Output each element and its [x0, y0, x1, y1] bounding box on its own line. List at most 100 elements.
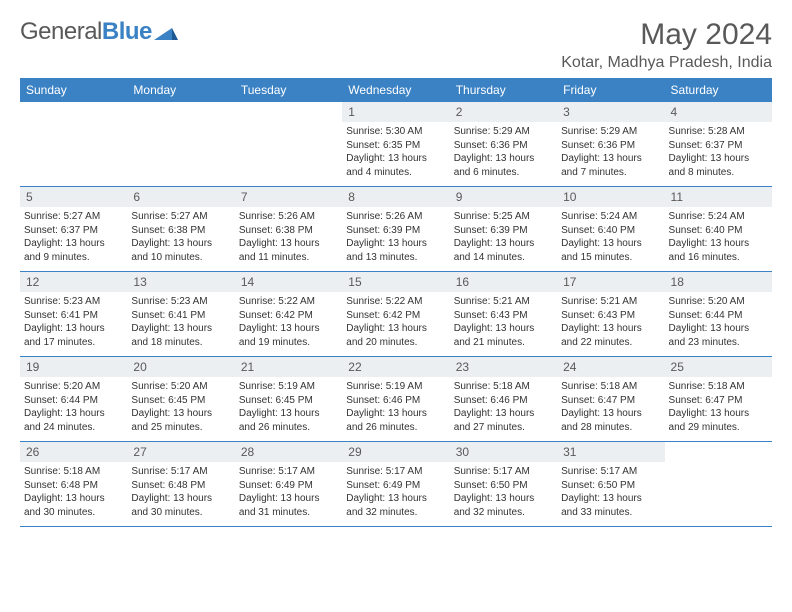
day-body: Sunrise: 5:17 AMSunset: 6:48 PMDaylight:…: [127, 462, 234, 525]
day-body: Sunrise: 5:23 AMSunset: 6:41 PMDaylight:…: [20, 292, 127, 355]
day-body: Sunrise: 5:19 AMSunset: 6:46 PMDaylight:…: [342, 377, 449, 440]
day-cell: 28Sunrise: 5:17 AMSunset: 6:49 PMDayligh…: [235, 442, 342, 526]
sunset-text: Sunset: 6:45 PM: [239, 394, 338, 408]
calendar: SundayMondayTuesdayWednesdayThursdayFrid…: [20, 78, 772, 527]
day-cell: 29Sunrise: 5:17 AMSunset: 6:49 PMDayligh…: [342, 442, 449, 526]
daylight-text: Daylight: 13 hours and 8 minutes.: [669, 152, 768, 179]
day-cell: 17Sunrise: 5:21 AMSunset: 6:43 PMDayligh…: [557, 272, 664, 356]
day-number: 8: [342, 187, 449, 207]
day-body: Sunrise: 5:25 AMSunset: 6:39 PMDaylight:…: [450, 207, 557, 270]
location: Kotar, Madhya Pradesh, India: [561, 54, 772, 72]
day-body: Sunrise: 5:21 AMSunset: 6:43 PMDaylight:…: [557, 292, 664, 355]
month-title: May 2024: [561, 18, 772, 52]
daylight-text: Daylight: 13 hours and 16 minutes.: [669, 237, 768, 264]
day-body: Sunrise: 5:17 AMSunset: 6:50 PMDaylight:…: [450, 462, 557, 525]
day-number: 9: [450, 187, 557, 207]
day-number: 6: [127, 187, 234, 207]
sunrise-text: Sunrise: 5:30 AM: [346, 125, 445, 139]
sunrise-text: Sunrise: 5:21 AM: [561, 295, 660, 309]
daylight-text: Daylight: 13 hours and 11 minutes.: [239, 237, 338, 264]
sunset-text: Sunset: 6:36 PM: [454, 139, 553, 153]
day-cell: 16Sunrise: 5:21 AMSunset: 6:43 PMDayligh…: [450, 272, 557, 356]
daylight-text: Daylight: 13 hours and 31 minutes.: [239, 492, 338, 519]
sunset-text: Sunset: 6:40 PM: [561, 224, 660, 238]
day-number: 20: [127, 357, 234, 377]
day-cell: 27Sunrise: 5:17 AMSunset: 6:48 PMDayligh…: [127, 442, 234, 526]
day-cell: [20, 102, 127, 186]
sunrise-text: Sunrise: 5:25 AM: [454, 210, 553, 224]
sunset-text: Sunset: 6:46 PM: [454, 394, 553, 408]
day-number: 23: [450, 357, 557, 377]
day-body: Sunrise: 5:18 AMSunset: 6:48 PMDaylight:…: [20, 462, 127, 525]
day-cell: 31Sunrise: 5:17 AMSunset: 6:50 PMDayligh…: [557, 442, 664, 526]
day-body: Sunrise: 5:20 AMSunset: 6:45 PMDaylight:…: [127, 377, 234, 440]
weeks-container: 1Sunrise: 5:30 AMSunset: 6:35 PMDaylight…: [20, 102, 772, 527]
sunrise-text: Sunrise: 5:20 AM: [131, 380, 230, 394]
day-body: Sunrise: 5:28 AMSunset: 6:37 PMDaylight:…: [665, 122, 772, 185]
day-number: 10: [557, 187, 664, 207]
daylight-text: Daylight: 13 hours and 24 minutes.: [24, 407, 123, 434]
day-number: 1: [342, 102, 449, 122]
day-number: 18: [665, 272, 772, 292]
sunset-text: Sunset: 6:41 PM: [24, 309, 123, 323]
daylight-text: Daylight: 13 hours and 32 minutes.: [346, 492, 445, 519]
daylight-text: Daylight: 13 hours and 14 minutes.: [454, 237, 553, 264]
day-body: Sunrise: 5:22 AMSunset: 6:42 PMDaylight:…: [235, 292, 342, 355]
day-number: 2: [450, 102, 557, 122]
sunrise-text: Sunrise: 5:21 AM: [454, 295, 553, 309]
week-row: 1Sunrise: 5:30 AMSunset: 6:35 PMDaylight…: [20, 102, 772, 187]
day-cell: [235, 102, 342, 186]
sunrise-text: Sunrise: 5:24 AM: [669, 210, 768, 224]
day-body: Sunrise: 5:17 AMSunset: 6:50 PMDaylight:…: [557, 462, 664, 525]
sunset-text: Sunset: 6:38 PM: [131, 224, 230, 238]
daylight-text: Daylight: 13 hours and 29 minutes.: [669, 407, 768, 434]
sunrise-text: Sunrise: 5:27 AM: [24, 210, 123, 224]
sunrise-text: Sunrise: 5:19 AM: [346, 380, 445, 394]
daylight-text: Daylight: 13 hours and 26 minutes.: [239, 407, 338, 434]
sunrise-text: Sunrise: 5:17 AM: [561, 465, 660, 479]
sunrise-text: Sunrise: 5:20 AM: [669, 295, 768, 309]
sunset-text: Sunset: 6:44 PM: [669, 309, 768, 323]
day-number: 12: [20, 272, 127, 292]
sunset-text: Sunset: 6:50 PM: [561, 479, 660, 493]
day-number: 5: [20, 187, 127, 207]
day-cell: 13Sunrise: 5:23 AMSunset: 6:41 PMDayligh…: [127, 272, 234, 356]
day-header-row: SundayMondayTuesdayWednesdayThursdayFrid…: [20, 78, 772, 102]
day-body: Sunrise: 5:19 AMSunset: 6:45 PMDaylight:…: [235, 377, 342, 440]
daylight-text: Daylight: 13 hours and 17 minutes.: [24, 322, 123, 349]
day-number: 30: [450, 442, 557, 462]
sunset-text: Sunset: 6:43 PM: [561, 309, 660, 323]
day-cell: 20Sunrise: 5:20 AMSunset: 6:45 PMDayligh…: [127, 357, 234, 441]
daylight-text: Daylight: 13 hours and 6 minutes.: [454, 152, 553, 179]
day-number: 3: [557, 102, 664, 122]
sunset-text: Sunset: 6:39 PM: [346, 224, 445, 238]
sunset-text: Sunset: 6:37 PM: [669, 139, 768, 153]
day-body: Sunrise: 5:27 AMSunset: 6:37 PMDaylight:…: [20, 207, 127, 270]
day-body: Sunrise: 5:23 AMSunset: 6:41 PMDaylight:…: [127, 292, 234, 355]
sunrise-text: Sunrise: 5:17 AM: [131, 465, 230, 479]
day-body: Sunrise: 5:26 AMSunset: 6:38 PMDaylight:…: [235, 207, 342, 270]
daylight-text: Daylight: 13 hours and 30 minutes.: [131, 492, 230, 519]
day-cell: 10Sunrise: 5:24 AMSunset: 6:40 PMDayligh…: [557, 187, 664, 271]
day-cell: 7Sunrise: 5:26 AMSunset: 6:38 PMDaylight…: [235, 187, 342, 271]
sunset-text: Sunset: 6:36 PM: [561, 139, 660, 153]
day-number: 14: [235, 272, 342, 292]
logo-arrow-icon: [154, 24, 178, 40]
day-cell: 19Sunrise: 5:20 AMSunset: 6:44 PMDayligh…: [20, 357, 127, 441]
day-body: Sunrise: 5:27 AMSunset: 6:38 PMDaylight:…: [127, 207, 234, 270]
sunrise-text: Sunrise: 5:19 AM: [239, 380, 338, 394]
day-header: Thursday: [450, 78, 557, 102]
sunrise-text: Sunrise: 5:23 AM: [24, 295, 123, 309]
day-header: Friday: [557, 78, 664, 102]
page-header: GeneralBlue May 2024 Kotar, Madhya Prade…: [20, 18, 772, 72]
sunset-text: Sunset: 6:46 PM: [346, 394, 445, 408]
day-number: [665, 442, 772, 448]
sunrise-text: Sunrise: 5:17 AM: [346, 465, 445, 479]
daylight-text: Daylight: 13 hours and 13 minutes.: [346, 237, 445, 264]
daylight-text: Daylight: 13 hours and 33 minutes.: [561, 492, 660, 519]
sunrise-text: Sunrise: 5:23 AM: [131, 295, 230, 309]
day-header: Tuesday: [235, 78, 342, 102]
day-body: Sunrise: 5:17 AMSunset: 6:49 PMDaylight:…: [235, 462, 342, 525]
day-cell: 11Sunrise: 5:24 AMSunset: 6:40 PMDayligh…: [665, 187, 772, 271]
sunrise-text: Sunrise: 5:22 AM: [239, 295, 338, 309]
